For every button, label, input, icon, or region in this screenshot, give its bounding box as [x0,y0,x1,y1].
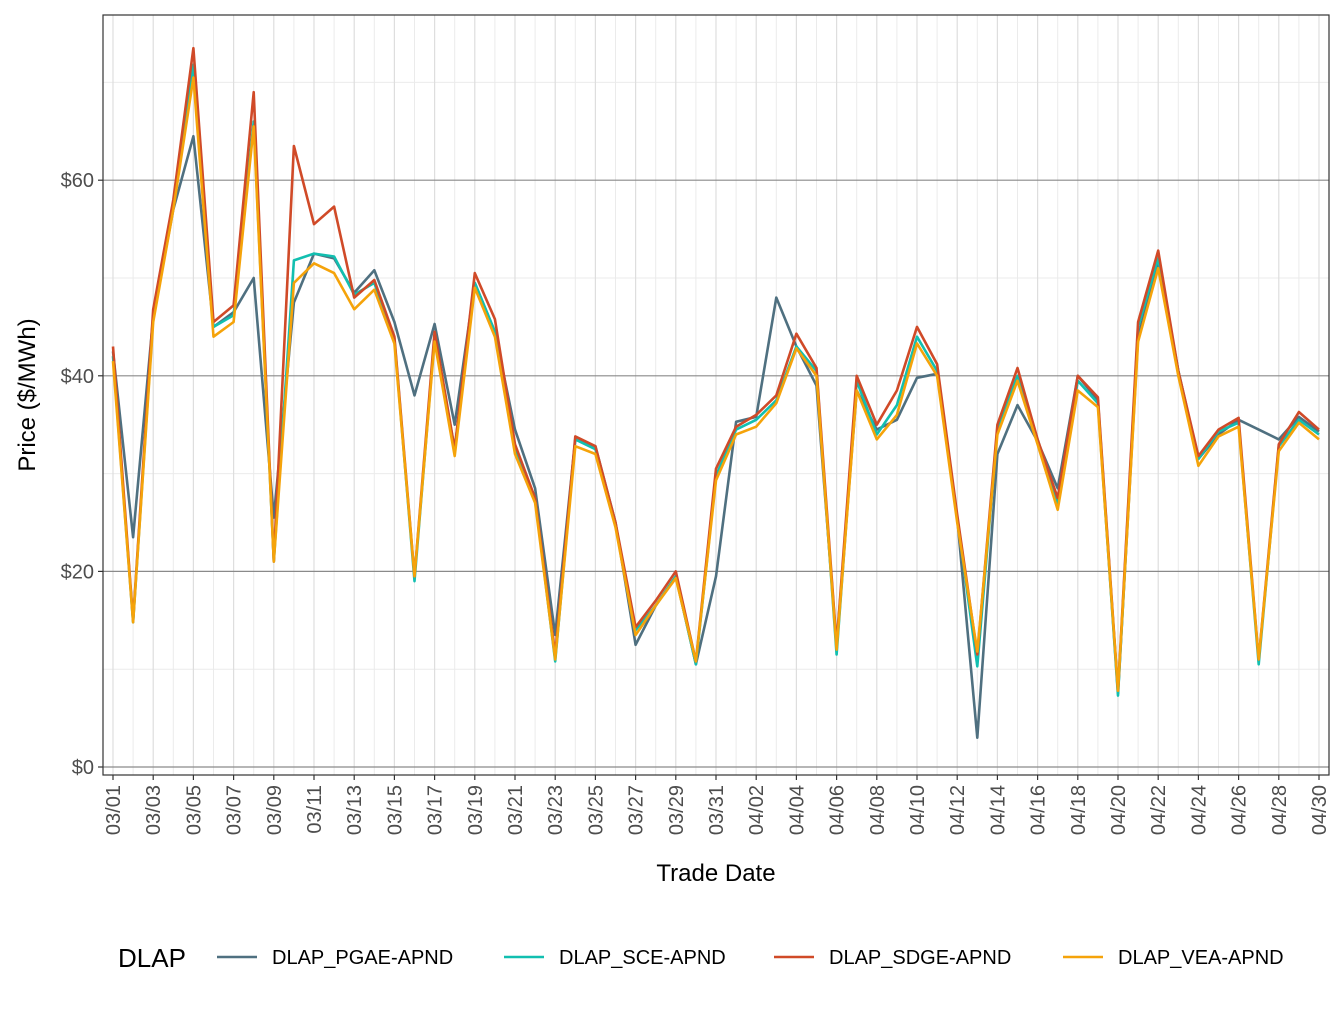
x-tick-label: 04/26 [1229,785,1251,835]
y-tick-label: $60 [61,170,94,192]
x-tick-label: 03/11 [304,785,326,834]
legend-label: DLAP_SDGE-APND [829,947,1011,969]
x-tick-label: 04/12 [947,785,969,835]
x-tick-label: 04/28 [1269,785,1291,835]
x-tick-label: 03/21 [505,785,527,835]
x-tick-label: 04/24 [1188,785,1210,835]
x-tick-label: 04/14 [987,785,1009,835]
x-tick-label: 03/07 [224,785,246,835]
axes: $0 $20 $40 $60 03/01 03/03 03/05 03/07 03/09 03/1… [61,170,1331,835]
y-tick-label: $40 [61,366,94,388]
x-tick-label: 03/23 [545,785,567,835]
legend: DLAP DLAP_PGAE-APND DLAP_SCE-APND DLAP_SDG… [118,943,1284,973]
series-lines [111,46,1320,740]
y-axis-title: Price ($/MWh) [14,318,41,471]
y-tick-label: $20 [61,561,94,583]
x-tick-label: 04/04 [786,785,808,835]
x-tick-label: 04/18 [1068,785,1090,835]
x-tick-label: 04/02 [746,785,768,835]
x-tick-label: 04/22 [1148,785,1170,835]
x-tick-label: 03/05 [183,785,205,835]
x-tick-label: 04/20 [1108,785,1130,835]
x-tick-label: 03/15 [384,785,406,835]
x-tick-label: 03/25 [585,785,607,835]
legend-title: DLAP [118,943,186,973]
legend-label: DLAP_PGAE-APND [272,947,453,969]
x-tick-label: 04/08 [867,785,889,835]
y-tick-label: $0 [72,757,94,779]
x-tick-label: 03/19 [465,785,487,835]
x-tick-label: 04/16 [1028,785,1050,835]
x-tick-label: 03/27 [626,785,648,835]
legend-label: DLAP_VEA-APND [1118,947,1284,969]
x-tick-label: 03/13 [344,785,366,835]
x-tick-label: 03/17 [425,785,447,835]
x-tick-label: 03/29 [666,785,688,835]
x-tick-label: 04/10 [907,785,929,835]
x-tick-label: 04/06 [827,785,849,835]
grid-lines [103,15,1329,775]
legend-label: DLAP_SCE-APND [559,947,726,969]
x-tick-label: 03/03 [143,785,165,835]
x-tick-label: 03/01 [103,785,125,835]
x-tick-label: 03/09 [264,785,286,835]
x-axis-title: Trade Date [656,860,775,887]
x-tick-label: 04/30 [1309,785,1331,835]
series-line [111,76,1320,693]
x-tick-label: 03/31 [706,785,728,835]
